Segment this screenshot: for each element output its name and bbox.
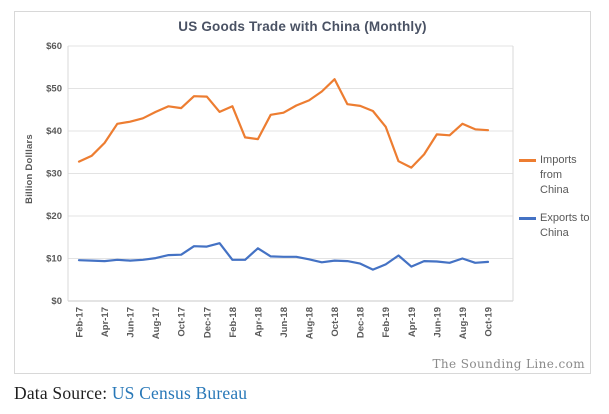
- imports-line-swatch-icon: [519, 159, 536, 162]
- x-tick-label: Aug-17: [151, 307, 162, 339]
- x-tick-label: Jun-17: [126, 307, 137, 338]
- legend-label-exports: Exports to China: [540, 211, 590, 241]
- y-tick-label: $20: [46, 211, 62, 222]
- x-tick-label: Jun-19: [432, 307, 443, 338]
- y-tick-label: $40: [46, 126, 62, 137]
- x-tick-label: Oct-19: [483, 307, 494, 337]
- y-tick-label: $0: [51, 296, 62, 307]
- legend-imports-line2: from China: [540, 169, 569, 196]
- data-source-label: Data Source:: [14, 383, 112, 403]
- x-tick-label: Apr-17: [100, 307, 111, 337]
- x-tick-label: Dec-17: [202, 307, 213, 338]
- x-tick-label: Apr-19: [407, 307, 418, 337]
- x-tick-label: Feb-17: [75, 307, 86, 338]
- chart-card: US Goods Trade with China (Monthly) Bill…: [14, 11, 591, 374]
- legend-item-exports: Exports to China: [519, 211, 591, 241]
- x-tick-label: Aug-18: [305, 307, 316, 339]
- y-tick-label: $30: [46, 169, 62, 180]
- x-tick-label: Feb-19: [381, 307, 392, 338]
- trade-line-chart: $0 $10 $20 $30 $40 $50 $60 Feb-17 Apr-17 Jun-17 Au…: [46, 41, 514, 339]
- legend-exports-line1: Exports to: [540, 212, 590, 224]
- exports-series-line: [77, 242, 490, 271]
- y-tick-label: $50: [46, 84, 62, 95]
- x-tick-label: Jun-18: [279, 307, 290, 338]
- legend-imports-line1: Imports: [540, 154, 577, 166]
- chart-legend: Imports from China Exports to China: [519, 153, 591, 254]
- x-tick-label: Oct-17: [177, 307, 188, 337]
- x-tick-label: Dec-18: [356, 307, 367, 338]
- imports-series-line: [77, 78, 490, 169]
- x-tick-label: Aug-19: [458, 307, 469, 339]
- x-tick-label: Apr-18: [253, 307, 264, 337]
- legend-exports-line2: China: [540, 227, 569, 239]
- census-bureau-link[interactable]: US Census Bureau: [111, 383, 248, 403]
- legend-label-imports: Imports from China: [540, 153, 591, 198]
- x-tick-label: Oct-18: [330, 307, 341, 337]
- x-tick-label: Feb-18: [228, 307, 239, 338]
- chart-title: US Goods Trade with China (Monthly): [178, 19, 427, 34]
- data-source-caption: Data Source: US Census Bureau: [14, 383, 247, 404]
- legend-item-imports: Imports from China: [519, 153, 591, 198]
- watermark: The Sounding Line.com: [432, 357, 585, 371]
- exports-line-swatch-icon: [519, 217, 536, 220]
- y-tick-label: $60: [46, 41, 62, 52]
- y-tick-label: $10: [46, 254, 62, 265]
